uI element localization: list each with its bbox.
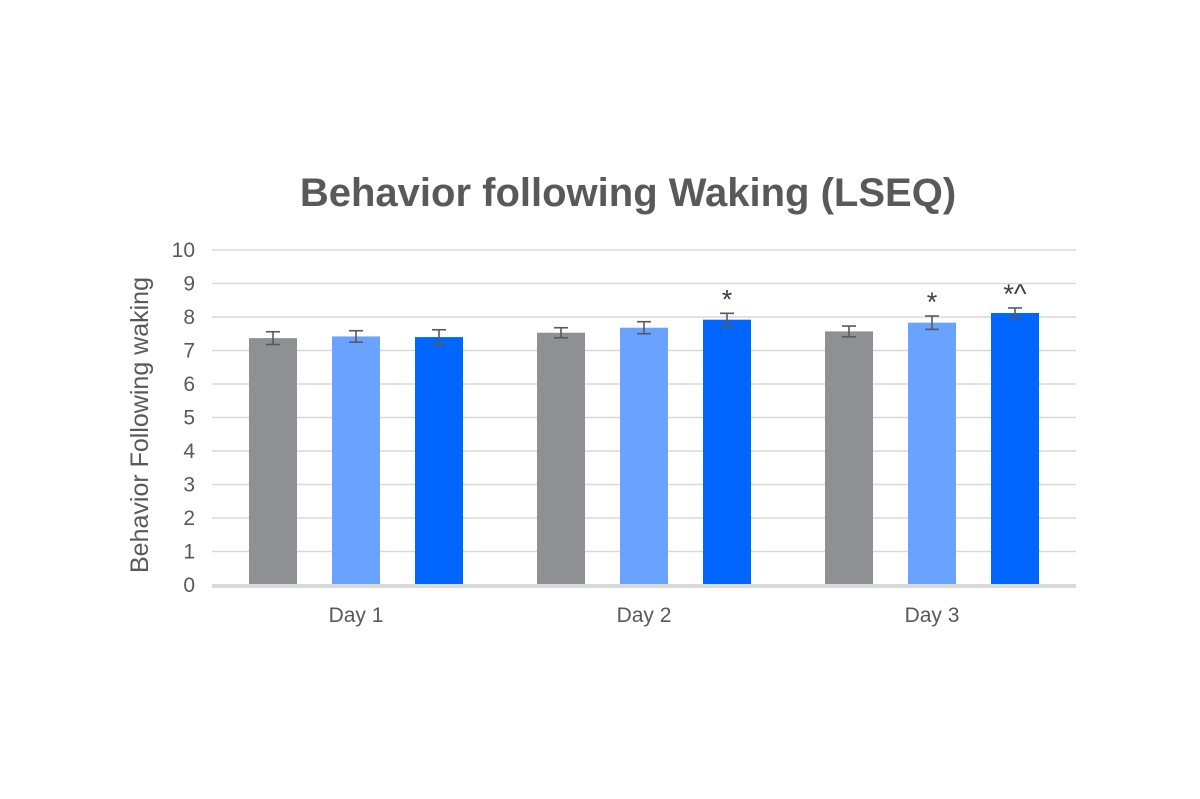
- x-category-label: Day 1: [329, 604, 384, 627]
- bar: [332, 336, 380, 585]
- y-tick-label: 10: [172, 239, 195, 262]
- chart-title: Behavior following Waking (LSEQ): [300, 171, 956, 215]
- significance-marker: *: [722, 284, 733, 314]
- significance-annotations: * * *^: [722, 279, 1027, 317]
- bar: [703, 319, 751, 585]
- y-tick-label: 5: [183, 407, 195, 430]
- bar: [249, 338, 297, 585]
- bar: [991, 312, 1039, 585]
- bar: [415, 337, 463, 585]
- x-category-label: Day 2: [617, 604, 672, 627]
- y-tick-label: 6: [183, 373, 195, 396]
- x-category-label: Day 3: [905, 604, 960, 627]
- bar: [825, 331, 873, 585]
- y-tick-label: 7: [183, 340, 195, 363]
- bar: [620, 327, 668, 585]
- error-bars: [266, 307, 1022, 346]
- bar: [537, 332, 585, 585]
- y-axis-label: Behavior Following waking: [126, 277, 154, 573]
- x-axis-categories: Day 1 Day 2 Day 3: [329, 604, 960, 627]
- y-tick-label: 8: [183, 306, 195, 329]
- y-tick-label: 4: [183, 440, 195, 463]
- bar: [908, 322, 956, 585]
- y-tick-label: 2: [183, 507, 195, 530]
- significance-marker: *^: [1003, 279, 1027, 309]
- significance-marker: *: [927, 287, 938, 317]
- y-tick-label: 9: [183, 273, 195, 296]
- y-tick-label: 1: [183, 541, 195, 564]
- bars: [249, 312, 1039, 585]
- y-axis-ticks: 0 1 2 3 4 5 6 7 8 9 10: [172, 239, 196, 597]
- y-tick-label: 3: [183, 474, 195, 497]
- y-tick-label: 0: [183, 574, 195, 597]
